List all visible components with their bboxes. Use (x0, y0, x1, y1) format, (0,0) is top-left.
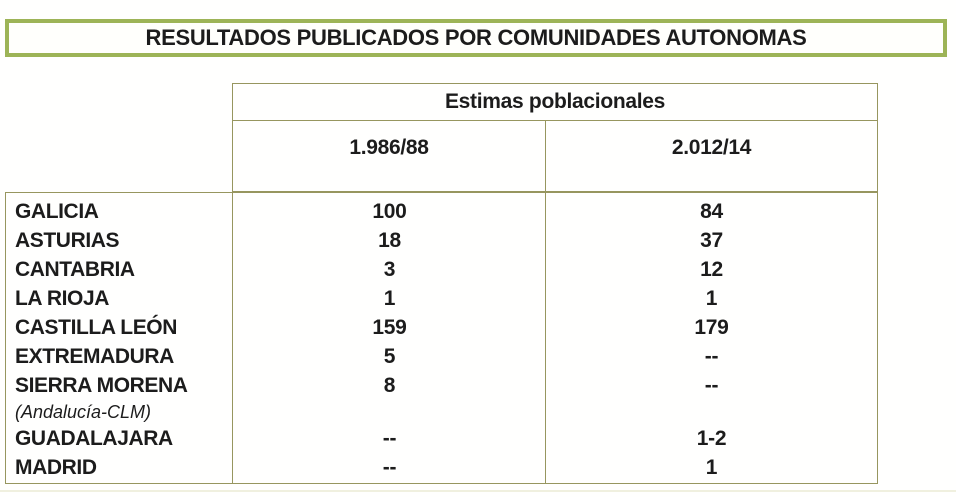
row-label: CANTABRIA (15, 257, 135, 281)
column-divider (545, 193, 546, 483)
value-2012-14: 12 (700, 257, 723, 281)
column-divider (232, 193, 233, 483)
value-1986-88: -- (382, 455, 397, 479)
value-1986-88: 18 (378, 228, 401, 252)
value-1986-88: 5 (383, 344, 396, 368)
table-row: CASTILLA LEÓN 159 179 (6, 313, 877, 342)
row-label: SIERRA MORENA (15, 373, 188, 397)
value-2012-14: 1-2 (696, 426, 727, 450)
table-body-rows: GALICIA 100 84 ASTURIAS 18 37 CANTABRIA 3 12 LA R… (6, 197, 877, 482)
value-2012-14: 1 (705, 286, 718, 310)
column-header-2012-14: 2.012/14 (546, 121, 877, 192)
value-2012-14: 1 (705, 455, 718, 479)
row-label: EXTREMADURA (15, 344, 174, 368)
group-header-label: Estimas poblacionales (444, 90, 666, 113)
table-body: GALICIA 100 84 ASTURIAS 18 37 CANTABRIA 3 12 LA R… (5, 192, 878, 484)
column-header-1986-88: 1.986/88 (233, 121, 546, 192)
value-2012-14: 179 (694, 315, 729, 339)
value-1986-88: 159 (372, 315, 407, 339)
row-label: GALICIA (15, 199, 99, 223)
row-label: ASTURIAS (15, 228, 120, 252)
value-1986-88: 100 (372, 199, 407, 223)
title-banner: RESULTADOS PUBLICADOS POR COMUNIDADES AU… (5, 19, 947, 57)
table-row: (Andalucía-CLM) (6, 400, 877, 424)
slide-bottom-edge (0, 490, 956, 492)
value-2012-14: -- (704, 373, 719, 397)
value-1986-88: -- (382, 426, 397, 450)
table-row: EXTREMADURA 5 -- (6, 342, 877, 371)
row-label: CASTILLA LEÓN (15, 315, 178, 339)
value-2012-14: 37 (700, 228, 723, 252)
page-title: RESULTADOS PUBLICADOS POR COMUNIDADES AU… (145, 25, 807, 50)
year-header-row: 1.986/88 2.012/14 (233, 121, 877, 192)
value-1986-88: 1 (383, 286, 396, 310)
column-header-label: 1.986/88 (349, 136, 429, 159)
value-1986-88: 3 (383, 257, 396, 281)
table-row: MADRID -- 1 (6, 453, 877, 482)
row-label: LA RIOJA (15, 286, 110, 310)
group-header-cell: Estimas poblacionales (233, 84, 877, 121)
table-row: SIERRA MORENA 8 -- (6, 371, 877, 400)
value-2012-14: 84 (700, 199, 723, 223)
row-label: (Andalucía-CLM) (15, 401, 152, 422)
table-header: Estimas poblacionales 1.986/88 2.012/14 (232, 83, 878, 192)
table-row: ASTURIAS 18 37 (6, 226, 877, 255)
table-row: GALICIA 100 84 (6, 197, 877, 226)
table-row: LA RIOJA 1 1 (6, 284, 877, 313)
table-row: CANTABRIA 3 12 (6, 255, 877, 284)
table-row: GUADALAJARA -- 1-2 (6, 424, 877, 453)
column-header-label: 2.012/14 (671, 136, 752, 159)
value-2012-14: -- (704, 344, 719, 368)
value-1986-88: 8 (383, 373, 396, 397)
row-label: MADRID (15, 455, 97, 479)
row-label: GUADALAJARA (15, 426, 173, 450)
